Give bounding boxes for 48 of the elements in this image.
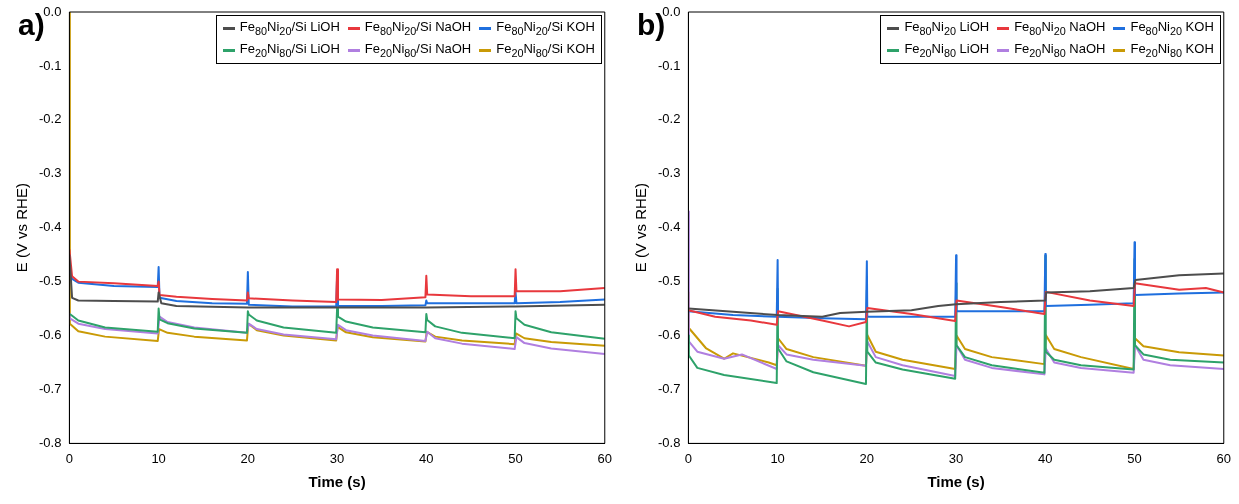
- y-tick-label: 0.0: [43, 3, 62, 19]
- y-tick-label: -0.3: [38, 165, 62, 181]
- y-tick-label: -0.2: [38, 111, 62, 127]
- x-axis-title: Time (s): [927, 473, 985, 491]
- x-tick-label: 40: [1038, 450, 1053, 466]
- y-tick-label: -0.2: [657, 111, 681, 127]
- y-tick-label: -0.6: [38, 327, 62, 343]
- legend-label: Fe$_{80}$Ni$_{20}$ NaOH: [1014, 18, 1106, 39]
- legend-label: Fe$_{80}$Ni$_{20}$/Si LiOH: [239, 18, 340, 39]
- y-tick-label: -0.1: [38, 57, 62, 73]
- x-tick-label: 30: [948, 450, 964, 466]
- y-tick-label: 0.0: [662, 3, 681, 19]
- x-axis-title: Time (s): [308, 473, 366, 491]
- x-tick-label: 0: [65, 450, 74, 466]
- legend-label: Fe$_{80}$Ni$_{20}$/Si NaOH: [364, 18, 472, 39]
- legend-label: Fe$_{20}$Ni$_{80}$/Si LiOH: [239, 39, 340, 61]
- legend-label: Fe$_{80}$Ni$_{20}$ KOH: [1130, 18, 1214, 39]
- x-tick-label: 10: [151, 450, 166, 466]
- y-tick-label: -0.1: [657, 57, 681, 73]
- x-tick-label: 0: [684, 450, 693, 466]
- y-axis-title: E (V vs RHE): [632, 183, 650, 273]
- y-tick-label: -0.3: [657, 165, 681, 181]
- x-tick-label: 10: [770, 450, 785, 466]
- x-tick-label: 20: [240, 450, 256, 466]
- y-axis-title: E (V vs RHE): [13, 183, 31, 273]
- x-tick-label: 50: [1127, 450, 1142, 466]
- legend-label: Fe$_{20}$Ni$_{80}$/Si NaOH: [364, 39, 472, 61]
- x-tick-label: 40: [419, 450, 434, 466]
- legend-label: Fe$_{20}$Ni$_{80}$ KOH: [1130, 39, 1214, 61]
- y-tick-label: -0.7: [657, 381, 681, 397]
- legend-label: Fe$_{20}$Ni$_{80}$ NaOH: [1014, 39, 1106, 61]
- legend-label: Fe$_{20}$Ni$_{80}$ LiOH: [904, 39, 990, 61]
- y-tick-label: -0.7: [38, 381, 62, 397]
- y-tick-label: -0.6: [657, 327, 681, 343]
- y-tick-label: -0.4: [657, 219, 681, 235]
- legend-label: Fe$_{20}$Ni$_{80}$/Si KOH: [496, 39, 595, 61]
- x-tick-label: 20: [859, 450, 875, 466]
- x-tick-label: 50: [508, 450, 523, 466]
- legend-label: Fe$_{80}$Ni$_{20}$ LiOH: [904, 18, 990, 39]
- legend-label: Fe$_{80}$Ni$_{20}$/Si KOH: [496, 18, 595, 39]
- y-tick-label: -0.5: [657, 273, 681, 289]
- y-tick-label: -0.8: [38, 434, 62, 450]
- y-tick-label: -0.4: [38, 219, 62, 235]
- x-tick-label: 60: [1216, 450, 1231, 466]
- x-tick-label: 60: [597, 450, 612, 466]
- y-tick-label: -0.5: [38, 273, 62, 289]
- y-tick-label: -0.8: [657, 434, 681, 450]
- x-tick-label: 30: [329, 450, 345, 466]
